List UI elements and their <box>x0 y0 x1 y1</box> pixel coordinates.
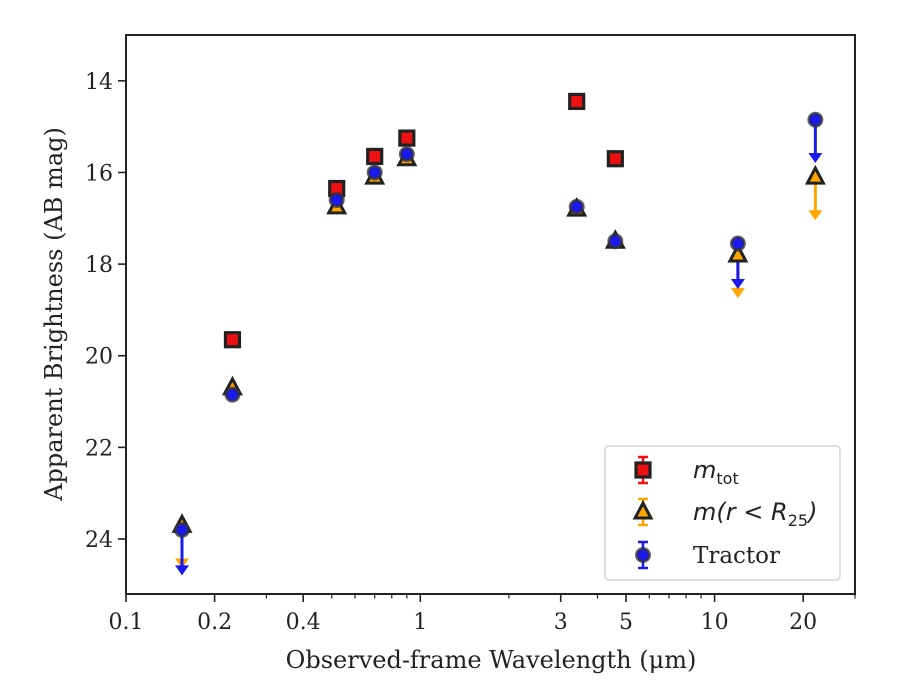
circle-marker <box>328 191 345 208</box>
triangle-marker <box>727 242 749 263</box>
legend-label-tractor: Tractor <box>693 543 780 569</box>
x-tick-label: 20 <box>789 610 817 635</box>
legend-frame <box>604 445 841 581</box>
upper-limits-circle <box>175 119 823 576</box>
circle-marker <box>568 198 585 215</box>
circle-marker <box>366 164 383 181</box>
x-tick-label: 0.2 <box>197 610 232 635</box>
legend: mtot m(r < R25) Tractor <box>604 445 841 581</box>
square-marker <box>568 92 586 111</box>
legend-entry-m-r25 <box>632 497 654 527</box>
circle-marker <box>224 386 241 403</box>
y-tick-label: 18 <box>85 253 113 278</box>
legend-circle-marker <box>635 547 651 563</box>
y-axis-label: Apparent Brightness (AB mag) <box>40 127 68 502</box>
legend-label-m-r25: m(r < R25) <box>693 498 817 530</box>
x-axis-label: Observed-frame Wavelength (μm) <box>286 646 697 674</box>
x-tick-label: 1 <box>413 610 427 635</box>
circle-marker <box>729 235 746 252</box>
legend-square-marker <box>634 461 652 479</box>
limit-arrow-head <box>730 279 745 290</box>
x-tick-label: 10 <box>701 610 729 635</box>
y-tick-label: 24 <box>85 528 113 553</box>
legend-label-m-tot: mtot <box>693 456 739 488</box>
plot-area: 0.1 0.2 0.4 1 3 5 10 20 14 16 18 20 22 24 <box>85 34 856 635</box>
circle-marker <box>174 521 191 538</box>
square-marker <box>223 331 242 349</box>
limit-arrow-head <box>808 153 823 164</box>
x-tick-label: 5 <box>619 610 633 635</box>
legend-triangle-marker <box>632 499 654 520</box>
limit-arrow-head <box>730 288 745 299</box>
y-tick-label: 22 <box>85 436 113 461</box>
circle-marker <box>398 146 415 163</box>
circle-marker <box>807 111 824 128</box>
y-tick-label: 20 <box>85 345 113 370</box>
x-tick-label: 3 <box>554 610 568 635</box>
x-tick-label: 0.4 <box>286 610 321 635</box>
square-marker <box>366 147 384 166</box>
limit-arrow-head <box>808 210 823 221</box>
triangle-marker <box>804 164 826 185</box>
plot-frame <box>125 34 856 595</box>
square-marker <box>398 129 416 147</box>
x-tick-label: 0.1 <box>109 610 144 635</box>
legend-entry-tractor <box>635 540 651 570</box>
circle-marker <box>607 233 624 250</box>
y-tick-label: 14 <box>85 70 113 95</box>
square-marker <box>606 150 624 168</box>
y-tick-label: 16 <box>85 161 113 186</box>
series-circle <box>174 111 824 538</box>
legend-entry-m-tot <box>634 455 652 485</box>
limit-arrow-head <box>175 565 190 576</box>
series-square <box>223 92 624 349</box>
